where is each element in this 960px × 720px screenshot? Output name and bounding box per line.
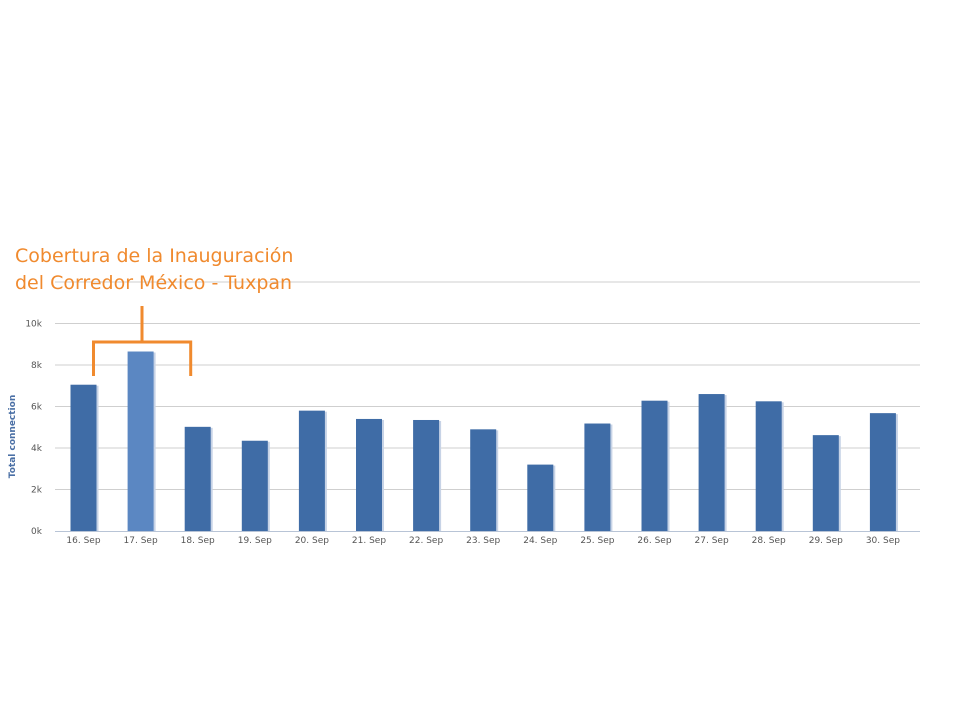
- y-tick-label: 8k: [31, 361, 43, 371]
- y-axis-label: Total connection: [8, 395, 18, 478]
- y-tick-label: 2k: [31, 486, 43, 496]
- x-tick-label: 26. Sep: [637, 536, 671, 546]
- bar-28-sep[interactable]: [755, 401, 782, 531]
- y-tick-label: 6k: [31, 403, 43, 413]
- x-tick-label: 27. Sep: [695, 536, 729, 546]
- bar-30-sep[interactable]: [869, 413, 896, 531]
- x-tick-labels: 16. Sep 17. Sep 18. Sep 19. Sep 20. Sep 21. S…: [66, 536, 900, 546]
- bar-21-sep[interactable]: [356, 418, 382, 531]
- bar-17-sep[interactable]: [127, 351, 154, 531]
- bar-19-sep[interactable]: [241, 440, 268, 531]
- bar-20-sep[interactable]: [298, 410, 325, 531]
- y-tick-label: 0k: [31, 527, 43, 537]
- annotation-line-2: del Corredor México - Tuxpan: [15, 272, 293, 294]
- x-tick-label: 25. Sep: [580, 536, 614, 546]
- bar-18-sep[interactable]: [184, 426, 211, 531]
- y-tick-label: 10k: [25, 320, 42, 330]
- bar-29-sep[interactable]: [812, 435, 839, 531]
- bar-24-sep[interactable]: [527, 464, 554, 531]
- bars: [70, 351, 898, 531]
- y-tick-label: 4k: [31, 444, 43, 454]
- x-tick-label: 20. Sep: [295, 536, 329, 546]
- annotation-line-1: Cobertura de la Inauguración: [15, 245, 294, 267]
- x-tick-label: 28. Sep: [752, 536, 786, 546]
- y-tick-labels: 0k 2k 4k 6k 8k 10k: [25, 320, 42, 538]
- x-tick-label: 29. Sep: [809, 536, 843, 546]
- x-tick-label: 21. Sep: [352, 536, 386, 546]
- bar-23-sep[interactable]: [470, 429, 497, 531]
- x-tick-label: 18. Sep: [181, 536, 215, 546]
- x-tick-label: 23. Sep: [466, 536, 500, 546]
- annotation-bracket: [92, 306, 193, 376]
- bar-27-sep[interactable]: [698, 394, 725, 531]
- x-tick-label: 24. Sep: [523, 536, 557, 546]
- x-tick-label: 19. Sep: [238, 536, 272, 546]
- bar-16-sep[interactable]: [70, 384, 97, 531]
- annotation-text: Cobertura de la Inauguración del Corredo…: [15, 243, 293, 297]
- x-tick-label: 16. Sep: [66, 536, 100, 546]
- x-tick-label: 17. Sep: [124, 536, 158, 546]
- x-tick-label: 30. Sep: [866, 536, 900, 546]
- bar-22-sep[interactable]: [413, 419, 440, 531]
- bar-26-sep[interactable]: [641, 400, 668, 531]
- bar-25-sep[interactable]: [584, 423, 611, 531]
- x-tick-label: 22. Sep: [409, 536, 443, 546]
